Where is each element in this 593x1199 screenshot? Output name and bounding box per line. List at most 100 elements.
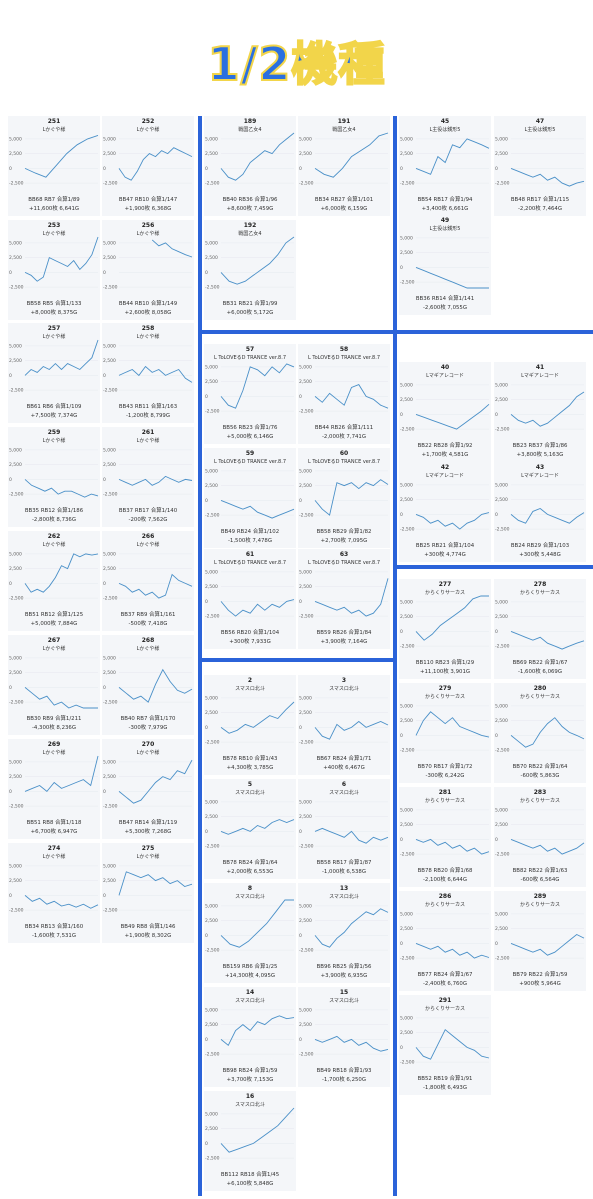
bonus-stats: BB51 RB12 合算1/125 [24,612,84,618]
y-tick-label: 5,000 [205,1007,218,1013]
bonus-stats: BB52 RB19 合算1/91 [417,1076,473,1082]
y-tick-label: 2,500 [495,397,508,403]
line-chart: 5,000 2,500 0 -2,500 [495,482,585,533]
result-stats: +1,700枚 4,581G [421,452,469,458]
y-tick-label: -2,500 [205,740,220,746]
chart-card-192: 192 戦国乙女4 5,000 2,500 0 -2,500 BB31 RB21 合算1/9… [204,220,296,320]
machine-number: 262 [47,533,61,540]
chart-card-270: 270 Lかぐや様 5,000 2,500 0 -2,500 BB47 RB14 合算1/1… [102,739,194,839]
machine-number: 253 [47,222,61,229]
y-tick-label: 0 [400,941,403,947]
machine-name: Lマギアレコード [426,373,464,379]
chart-card-16: 16 スマスロ北斗 5,000 2,500 0 -2,500 BB112 RB18 合算1/… [204,1091,296,1191]
y-tick-label: -2,500 [103,388,118,394]
bonus-stats: BB37 RB17 合算1/140 [118,508,178,514]
y-tick-label: 2,500 [103,462,116,468]
bonus-stats: BB98 RB24 合算1/59 [222,1068,278,1074]
line-chart: 5,000 2,500 0 -2,500 [400,807,490,858]
y-tick-label: 0 [103,685,106,691]
y-tick-label: -2,500 [495,181,510,187]
machine-name: L ToLOVEるD TRANCE ver.8.7 [213,355,286,361]
y-tick-label: 5,000 [103,240,116,246]
machine-name: Lかぐや様 [136,231,160,237]
chart-card-45: 45 L主役は銭形5 5,000 2,500 0 -2,500 BB54 RB17 合算1/… [399,116,491,216]
y-tick-label: -2,500 [299,181,314,187]
y-tick-label: 0 [400,1045,403,1051]
series-line [510,933,585,956]
y-tick-label: 5,000 [299,695,312,701]
y-tick-label: 2,500 [299,918,312,924]
y-tick-label: 2,500 [205,710,218,716]
line-chart: 5,000 2,500 0 -2,500 [205,1007,295,1058]
result-stats: -4,300枚 8,236G [31,725,77,731]
y-tick-label: 0 [9,270,12,276]
y-tick-label: -2,500 [400,748,415,754]
y-tick-label: 2,500 [299,584,312,590]
line-chart: 5,000 2,500 0 -2,500 [400,235,489,289]
chart-card-275: 275 Lかぐや様 5,000 2,500 0 -2,500 BB49 RB8 合算1/14… [102,843,194,943]
result-stats: -600枚 5,863G [520,773,560,779]
y-tick-label: 0 [9,166,12,172]
chart-card-257: 257 Lかぐや様 5,000 2,500 0 -2,500 BB61 RB6 合算1/10… [8,323,100,423]
y-tick-label: -2,500 [299,1052,314,1058]
y-tick-label: -2,500 [9,804,24,810]
y-tick-label: 0 [495,629,498,635]
machine-number: 8 [247,885,253,892]
result-stats: -2,600枚 7,055G [422,305,468,311]
line-chart: 5,000 2,500 0 -2,500 [9,339,99,394]
chart-card-14: 14 スマスロ北斗 5,000 2,500 0 -2,500 BB98 RB24 合算1/5… [204,987,296,1087]
machine-number: 277 [438,581,452,588]
y-tick-label: -2,500 [103,804,118,810]
result-stats: +8,600枚 7,459G [226,206,274,212]
machine-number: 47 [535,118,545,125]
bonus-stats: BB110 RB23 合算1/29 [415,660,475,666]
chart-card-279: 279 からくりサーカス 5,000 2,500 0 -2,500 BB70 RB17 合算… [399,683,491,783]
series-line [24,479,99,498]
bonus-stats: BB96 RB25 合算1/56 [316,964,372,970]
y-tick-label: -2,500 [103,596,118,602]
result-stats: +3,700枚 7,153G [226,1077,274,1083]
bonus-stats: BB37 RB9 合算1/161 [120,612,176,618]
y-tick-label: 5,000 [495,807,508,813]
chart-card-269: 269 Lかぐや様 5,000 2,500 0 -2,500 BB51 RB8 合算1/11… [8,739,100,839]
bonus-stats: BB68 RB7 合算1/89 [28,197,80,203]
y-tick-label: 2,500 [400,151,413,157]
y-tick-label: 5,000 [299,569,312,575]
chart-card-291: 291 からくりサーカス 5,000 2,500 0 -2,500 BB52 RB19 合算… [399,995,491,1095]
y-tick-label: 5,000 [205,799,218,805]
bonus-stats: BB31 RB21 合算1/99 [222,301,278,307]
y-tick-label: -2,500 [400,527,415,533]
machine-name: からくりサーカス [424,798,465,804]
y-tick-label: 2,500 [299,814,312,820]
y-tick-label: 0 [495,512,498,518]
y-tick-label: 0 [205,933,208,939]
y-tick-label: 5,000 [205,1111,218,1117]
y-tick-label: -2,500 [205,285,220,291]
bonus-stats: BB47 RB14 合算1/119 [118,820,178,826]
y-tick-label: 0 [495,837,498,843]
machine-name: Lかぐや様 [136,854,160,860]
line-chart: 5,000 2,500 0 -2,500 [495,703,585,754]
divider [198,116,202,1196]
machine-name: 戦国乙女4 [238,231,262,237]
y-tick-label: 5,000 [400,807,413,813]
machine-number: 63 [339,551,349,558]
y-tick-label: 5,000 [103,343,116,349]
y-tick-label: 0 [103,166,106,172]
machine-name: スマスロ北斗 [235,1102,265,1108]
y-tick-label: 2,500 [103,151,116,157]
y-tick-label: 0 [495,166,498,172]
y-tick-label: 5,000 [103,136,116,142]
y-tick-label: 5,000 [9,551,22,557]
y-tick-label: 0 [103,373,106,379]
machine-number: 15 [339,989,349,996]
result-stats: +3,800枚 5,163G [516,452,564,458]
chart-card-3: 3 スマスロ北斗 5,000 2,500 0 -2,500 BB67 RB24 合算1/71… [298,675,390,775]
series-line [415,403,490,430]
machine-name: からくりサーカス [424,902,465,908]
bonus-stats: BB59 RB26 合算1/84 [316,630,372,636]
bonus-stats: BB25 RB21 合算1/104 [415,543,475,549]
machine-name: L ToLOVEるD TRANCE ver.8.7 [307,459,380,465]
series-line [510,507,585,524]
result-stats: +2,000枚 6,553G [226,869,274,875]
